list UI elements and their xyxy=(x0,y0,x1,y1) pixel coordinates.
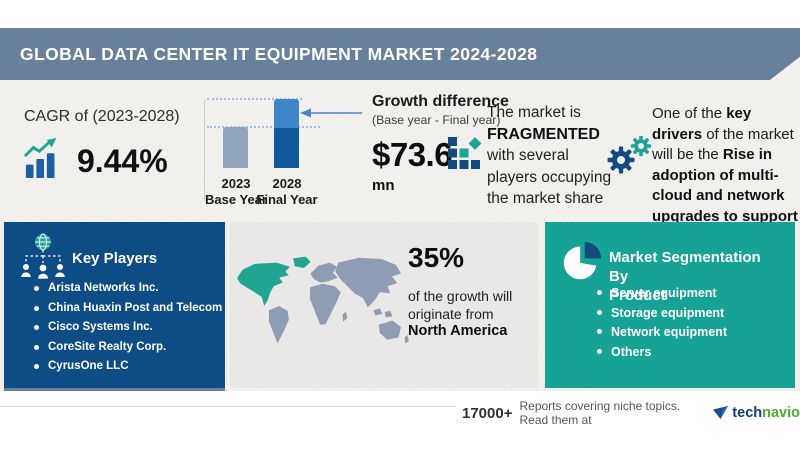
reference-line-final xyxy=(207,98,302,100)
bar-2023-caption: Base Year xyxy=(205,192,267,207)
report-count: 17000+ xyxy=(462,404,513,422)
gears-icon xyxy=(607,136,652,174)
org-people-icon xyxy=(21,233,65,279)
regional-percent: 35% xyxy=(408,242,465,273)
segmentation-heading: Market Segmentation By Product xyxy=(609,248,784,305)
cagr-value: 9.44% xyxy=(77,143,168,179)
world-map xyxy=(237,256,409,344)
segmentation-list: Server equipment Storage equipment Netwo… xyxy=(597,286,787,364)
pie-chart-icon xyxy=(563,242,602,280)
list-item: Cisco Systems Inc. xyxy=(34,321,224,334)
bar-2028-caption: Final Year xyxy=(256,192,318,207)
region-madagascar xyxy=(342,311,348,322)
list-item: China Huaxin Post and Telecom Te... xyxy=(34,302,224,315)
bar-2028-label: 2028 Final Year xyxy=(256,176,318,208)
base-final-year-chart: 2023 Base Year 2028 Final Year xyxy=(205,96,375,208)
fragmented-line3: players occupying xyxy=(487,168,612,186)
technavio-logo[interactable]: tech navio xyxy=(713,405,800,421)
bar-2023-year: 2023 xyxy=(221,176,251,191)
key-players-panel: Key Players Arista Networks Inc. China H… xyxy=(4,222,225,391)
footer-text: Reports covering niche topics. Read them… xyxy=(519,399,681,427)
list-item: CyrusOne LLC xyxy=(34,360,224,373)
fragmented-line4: the market share xyxy=(487,190,604,207)
cagr-row: 9.44% xyxy=(22,138,168,178)
region-africa xyxy=(309,283,341,325)
regional-region: North America xyxy=(408,323,508,339)
list-item: CoreSite Realty Corp. xyxy=(34,341,224,354)
growth-difference-unit: mn xyxy=(372,177,395,194)
bar-2028 xyxy=(274,99,299,168)
segmentation-heading-line2: Product xyxy=(609,287,666,304)
bar-2023-label: 2023 Base Year xyxy=(205,176,267,208)
section-divider xyxy=(204,100,205,200)
list-item: Storage equipment xyxy=(597,306,787,320)
growth-difference-value: $73.6 xyxy=(372,136,453,173)
bar-2028-year: 2028 xyxy=(272,176,302,191)
region-north-america-highlight xyxy=(237,262,291,307)
brand-navio: navio xyxy=(762,405,800,421)
regional-growth-panel: 35% of the growth will originate from No… xyxy=(230,222,538,388)
list-item: Others xyxy=(597,345,787,359)
header-bar: GLOBAL DATA CENTER IT EQUIPMENT MARKET 2… xyxy=(0,28,800,80)
key-driver-t2: of the market will be the xyxy=(652,125,794,164)
growth-difference-title: Growth difference xyxy=(372,93,509,110)
key-players-list: Arista Networks Inc. China Huaxin Post a… xyxy=(34,282,224,380)
key-driver-b1: key drivers xyxy=(652,105,752,143)
footer-divider xyxy=(0,406,456,407)
key-driver-text: One of the key drivers of the market wil… xyxy=(652,104,798,248)
region-sea-islands xyxy=(373,308,393,318)
brand-tech: tech xyxy=(732,405,763,421)
region-south-america xyxy=(268,306,289,344)
technavio-triangle-icon xyxy=(713,406,729,419)
left-arrow-icon xyxy=(300,108,362,118)
fragmented-line2: with several xyxy=(487,147,569,164)
footer: 17000+ Reports covering niche topics. Re… xyxy=(462,399,800,427)
region-australia xyxy=(378,320,401,340)
list-item: Server equipment xyxy=(597,286,787,300)
regional-t1: of the growth will xyxy=(408,288,513,304)
region-europe xyxy=(310,262,338,283)
region-greenland-highlight xyxy=(293,256,311,269)
bar-2023 xyxy=(223,127,248,168)
fragmented-line1: The market is xyxy=(487,104,581,121)
fragmented-squares-icon xyxy=(448,137,482,169)
fragmented-text: The market is FRAGMENTED with several pl… xyxy=(487,102,629,210)
reference-line-base xyxy=(207,126,320,128)
regional-text: of the growth will originate from North … xyxy=(408,288,534,341)
regional-stat: 35% of the growth will originate from No… xyxy=(408,242,534,341)
region-new-zealand xyxy=(404,334,409,344)
list-item: Network equipment xyxy=(597,325,787,339)
growth-difference-block: Growth difference (Base year - Final yea… xyxy=(372,93,512,194)
key-players-heading: Key Players xyxy=(72,250,158,267)
segmentation-heading-line1: Market Segmentation By xyxy=(609,249,761,285)
regional-t2: originate from xyxy=(408,305,494,322)
fragmented-emphasis: FRAGMENTED xyxy=(487,125,600,143)
key-driver-b2: Rise in adoption of multi-cloud and netw… xyxy=(652,146,798,245)
list-item: Arista Networks Inc. xyxy=(34,282,224,295)
page-title: GLOBAL DATA CENTER IT EQUIPMENT MARKET 2… xyxy=(20,43,538,64)
segmentation-panel: Market Segmentation By Product Server eq… xyxy=(545,222,795,388)
growth-bars-icon xyxy=(23,138,57,178)
cagr-label: CAGR of (2023-2028) xyxy=(24,108,180,125)
growth-difference-subtitle: (Base year - Final year) xyxy=(372,113,501,127)
region-asia xyxy=(335,257,401,308)
key-driver-t1: One of the xyxy=(652,105,727,122)
